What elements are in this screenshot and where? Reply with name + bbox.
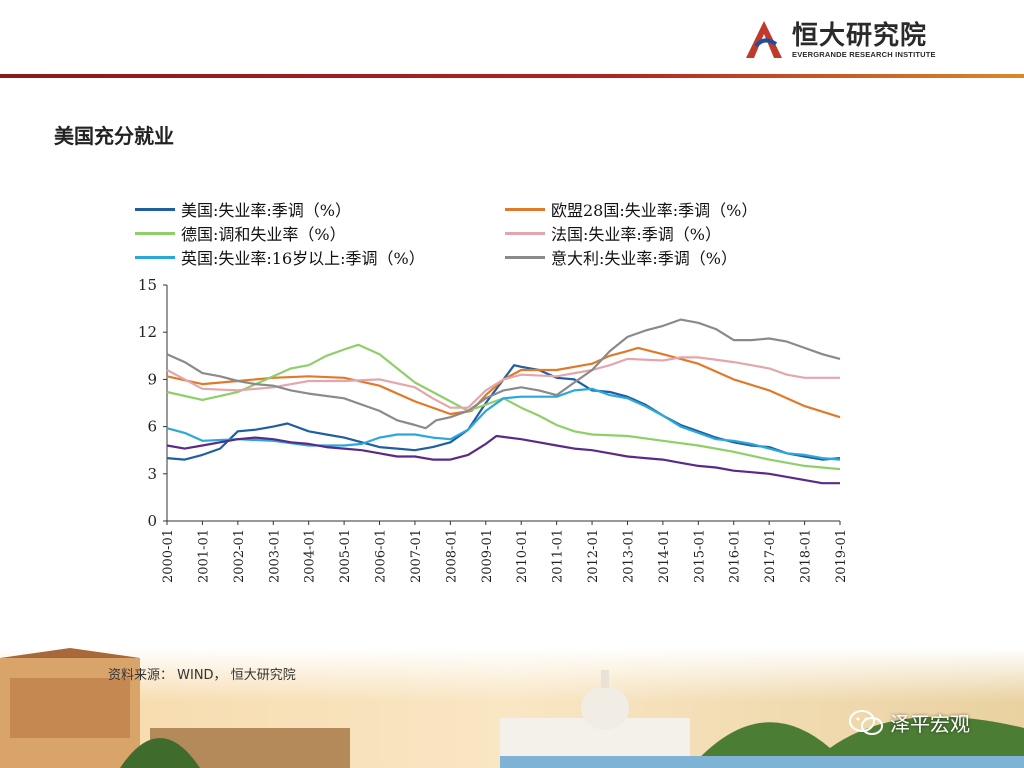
source-note: 资料来源： WIND， 恒大研究院 [108,668,296,683]
header-divider [0,74,1024,78]
x-tick-label: 2016-01 [728,529,743,583]
y-tick-label: 3 [147,465,157,483]
series-line-6 [166,434,840,485]
legend-item-de: 德国:调和失业率（%） [135,221,346,245]
legend-label: 德国:调和失业率（%） [181,225,346,244]
x-tick-label: 2007-01 [409,529,424,583]
wechat-watermark: 泽平宏观 [848,708,970,737]
x-tick-label: 2004-01 [303,529,318,583]
legend-label: 意大利:失业率:季调（%） [551,249,737,268]
x-tick-label: 2000-01 [161,529,176,583]
legend-item-it: 意大利:失业率:季调（%） [505,245,737,269]
evergrande-logo-icon [746,21,782,58]
footer-scenery [0,648,1024,768]
legend-item-uk: 英国:失业率:16岁以上:季调（%） [135,245,425,269]
x-tick-label: 2019-01 [834,529,849,583]
legend-label: 法国:失业率:季调（%） [551,225,721,244]
y-tick-label: 15 [138,276,157,294]
series-line-5 [166,318,841,430]
x-tick-label: 2002-01 [232,529,247,583]
wechat-account-name: 泽平宏观 [890,712,970,736]
logo-english-name: EVERGRANDE RESEARCH INSTITUTE [792,49,936,59]
x-tick-label: 2014-01 [657,529,672,583]
logo-chinese-name: 恒大研究院 [792,20,928,51]
legend-swatch [505,207,545,211]
x-tick-label: 2008-01 [444,529,459,583]
legend-swatch [135,255,175,259]
legend-label: 欧盟28国:失业率:季调（%） [551,201,758,220]
x-tick-label: 2017-01 [763,529,778,583]
x-tick-label: 2013-01 [621,529,636,583]
series-line-3 [166,356,840,409]
series-line-1 [166,346,841,419]
series-line-2 [166,343,841,471]
x-tick-label: 2015-01 [692,529,707,583]
x-tick-label: 2006-01 [374,529,389,583]
brand-logo: 恒大研究院 EVERGRANDE RESEARCH INSTITUTE [742,18,936,62]
wechat-icon [849,709,883,735]
y-tick-label: 0 [147,512,157,530]
x-tick-label: 2009-01 [480,529,495,583]
x-tick-label: 2001-01 [196,529,211,583]
x-tick-label: 2018-01 [799,529,814,583]
unemployment-line-chart: 0 3 6 9 12 15 2000-01 2001-01 2002-01 2003-01 2004… [138,276,849,583]
series-line-4 [166,387,841,461]
y-tick-label: 12 [138,323,157,341]
legend-item-us: 美国:失业率:季调（%） [135,197,351,221]
page-title: 美国充分就业 [54,124,174,148]
x-tick-label: 2003-01 [267,529,282,583]
legend-label: 英国:失业率:16岁以上:季调（%） [181,249,425,268]
legend-item-fr: 法国:失业率:季调（%） [505,221,721,245]
x-tick-label: 2011-01 [551,529,566,583]
x-tick-label: 2010-01 [515,529,530,583]
x-tick-label: 2005-01 [338,529,353,583]
legend-swatch [505,231,545,235]
legend-swatch [135,207,175,211]
legend-swatch [135,231,175,235]
legend-item-eu28: 欧盟28国:失业率:季调（%） [505,197,757,221]
y-tick-label: 6 [147,418,157,436]
x-tick-label: 2012-01 [586,529,601,583]
y-tick-label: 9 [147,370,157,388]
legend-label: 美国:失业率:季调（%） [181,201,351,220]
legend-swatch [505,255,545,259]
chart-legend: 美国:失业率:季调（%） 欧盟28国:失业率:季调（%） 德国:调和失业率（%）… [135,197,835,269]
